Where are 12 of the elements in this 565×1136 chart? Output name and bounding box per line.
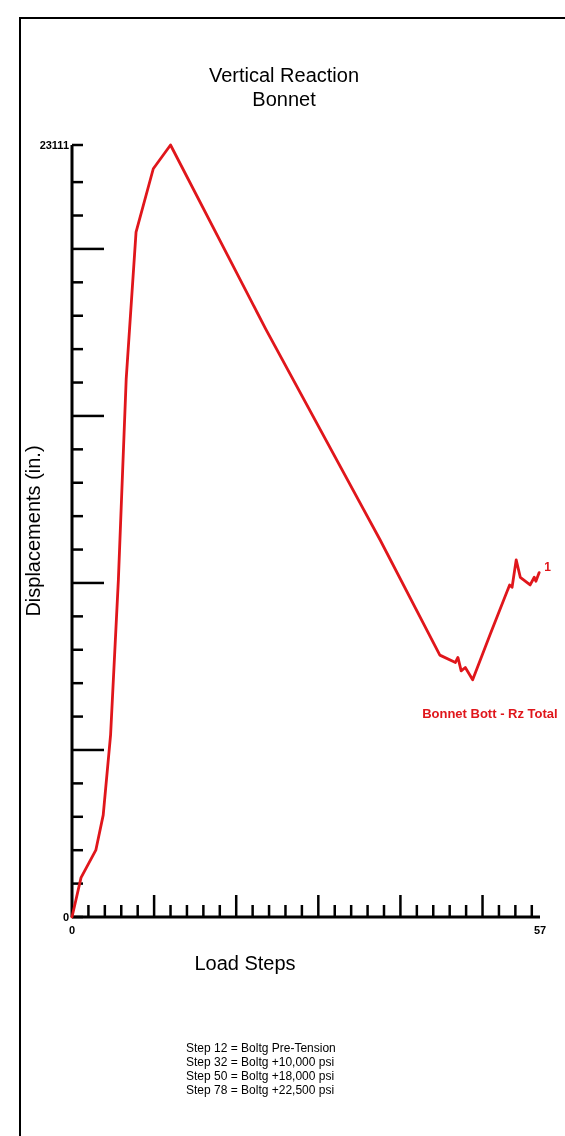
text: Bonnet Bott - Rz Total: [422, 706, 558, 721]
y-tick-label: 23111: [39, 139, 69, 151]
text: Step 32 = Boltg +10,000 psi: [186, 1055, 335, 1069]
annotation: 1: [544, 559, 552, 574]
y-axis-title: Displacements (in.): [22, 445, 44, 617]
text: Step 12 = Boltg Pre-Tension: [186, 1041, 336, 1055]
chart-subtitle: Bonnet: [252, 88, 317, 110]
x-tick-label: 57: [533, 924, 547, 936]
chart-title: Vertical Reaction: [208, 64, 360, 86]
text: Step 50 = Boltg +18,000 psi: [186, 1069, 335, 1083]
x-axis-title: Load Steps: [194, 952, 296, 974]
text: Step 78 = Boltg +22,500 psi: [186, 1083, 335, 1097]
